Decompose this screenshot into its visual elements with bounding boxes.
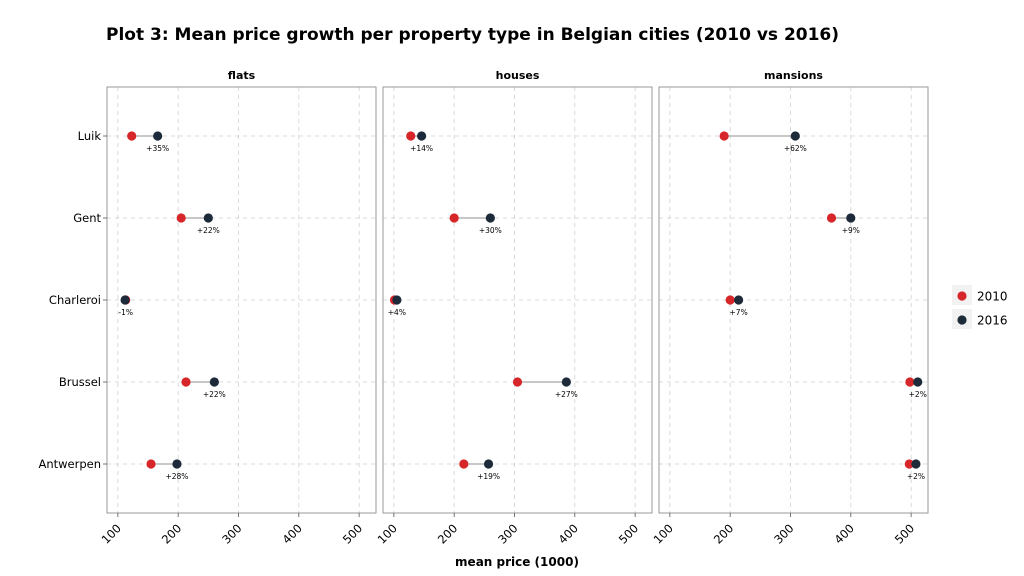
growth-label: -1% — [118, 308, 133, 317]
y-tick-label: Brussel — [59, 375, 101, 389]
point-2010 — [406, 131, 416, 141]
growth-label: +30% — [479, 226, 502, 235]
point-2016 — [734, 295, 744, 305]
point-2016 — [209, 377, 219, 387]
growth-label: +14% — [410, 144, 433, 153]
facet-panels: flats 100 200 300 400 500 +35% +22% -1% +22% +28% h… — [38, 69, 929, 547]
point-2016 — [911, 459, 921, 469]
panel-strip-label: flats — [228, 69, 256, 82]
x-tick-label: 100 — [375, 521, 400, 546]
growth-label: +35% — [146, 144, 169, 153]
x-tick-label: 400 — [831, 521, 856, 546]
point-2016 — [203, 213, 213, 223]
panel-strip-label: houses — [496, 69, 540, 82]
panel-frame — [658, 86, 929, 514]
point-2010 — [176, 213, 186, 223]
chart-title: Plot 3: Mean price growth per property t… — [106, 25, 839, 45]
legend-marker-2010 — [957, 291, 967, 301]
x-axis-label: mean price (1000) — [455, 555, 579, 569]
panel-frame — [382, 86, 653, 514]
point-2016 — [392, 295, 402, 305]
x-tick-label: 500 — [616, 521, 641, 546]
growth-label: +27% — [555, 390, 578, 399]
growth-label: +28% — [165, 472, 188, 481]
point-2016 — [485, 213, 495, 223]
point-2016 — [483, 459, 494, 469]
growth-label: +4% — [388, 308, 406, 317]
x-tick-label: 400 — [279, 521, 304, 546]
x-tick-label: 300 — [219, 521, 244, 546]
point-2016 — [790, 131, 800, 141]
x-tick-label: 500 — [892, 521, 917, 546]
point-2016 — [417, 131, 427, 141]
point-2010 — [459, 459, 469, 469]
x-tick-label: 100 — [99, 521, 124, 546]
point-2016 — [913, 377, 923, 387]
point-2010 — [181, 377, 191, 387]
x-tick-label: 200 — [711, 521, 736, 546]
growth-label: +2% — [909, 390, 927, 399]
point-2016 — [846, 213, 856, 223]
point-2016 — [153, 131, 163, 141]
x-tick-label: 500 — [340, 521, 365, 546]
y-tick-label: Antwerpen — [38, 457, 101, 471]
growth-label: +62% — [784, 144, 807, 153]
point-2010 — [449, 213, 459, 223]
legend-marker-2016 — [957, 315, 967, 325]
x-tick-label: 300 — [495, 521, 520, 546]
panel-strip-label: mansions — [764, 69, 823, 82]
y-tick-label: Luik — [78, 129, 102, 143]
point-2010 — [512, 377, 523, 387]
point-2016 — [172, 459, 182, 469]
x-tick-label: 200 — [159, 521, 184, 546]
y-tick-label: Charleroi — [49, 293, 101, 307]
panel-mansions: mansions 100 200 300 400 500 +62% +9% +7% +2% +2% — [651, 69, 929, 547]
growth-label: +22% — [203, 390, 226, 399]
x-tick-label: 400 — [555, 521, 580, 546]
growth-label: +7% — [730, 308, 748, 317]
point-2010 — [904, 459, 914, 469]
point-2010 — [127, 131, 137, 141]
legend: 2010 2016 — [952, 285, 1008, 329]
legend-label: 2010 — [977, 290, 1008, 304]
point-2016 — [561, 377, 571, 387]
growth-label: +9% — [842, 226, 860, 235]
growth-label: +22% — [197, 226, 220, 235]
growth-label: +19% — [477, 472, 500, 481]
point-2010 — [826, 213, 837, 223]
growth-label: +2% — [907, 472, 925, 481]
point-2010 — [905, 377, 915, 387]
point-2010 — [725, 295, 735, 305]
x-tick-label: 200 — [435, 521, 460, 546]
point-2010 — [146, 459, 156, 469]
y-tick-label: Gent — [73, 211, 101, 225]
legend-label: 2016 — [977, 314, 1008, 328]
panel-flats: flats 100 200 300 400 500 +35% +22% -1% +22% +28% — [99, 69, 377, 547]
x-tick-label: 300 — [771, 521, 796, 546]
x-tick-label: 100 — [651, 521, 676, 546]
point-2010 — [719, 131, 729, 141]
panel-houses: houses 100 200 300 400 500 +14% +30% +4% +27% +19% — [375, 69, 653, 547]
point-2016 — [120, 295, 130, 305]
